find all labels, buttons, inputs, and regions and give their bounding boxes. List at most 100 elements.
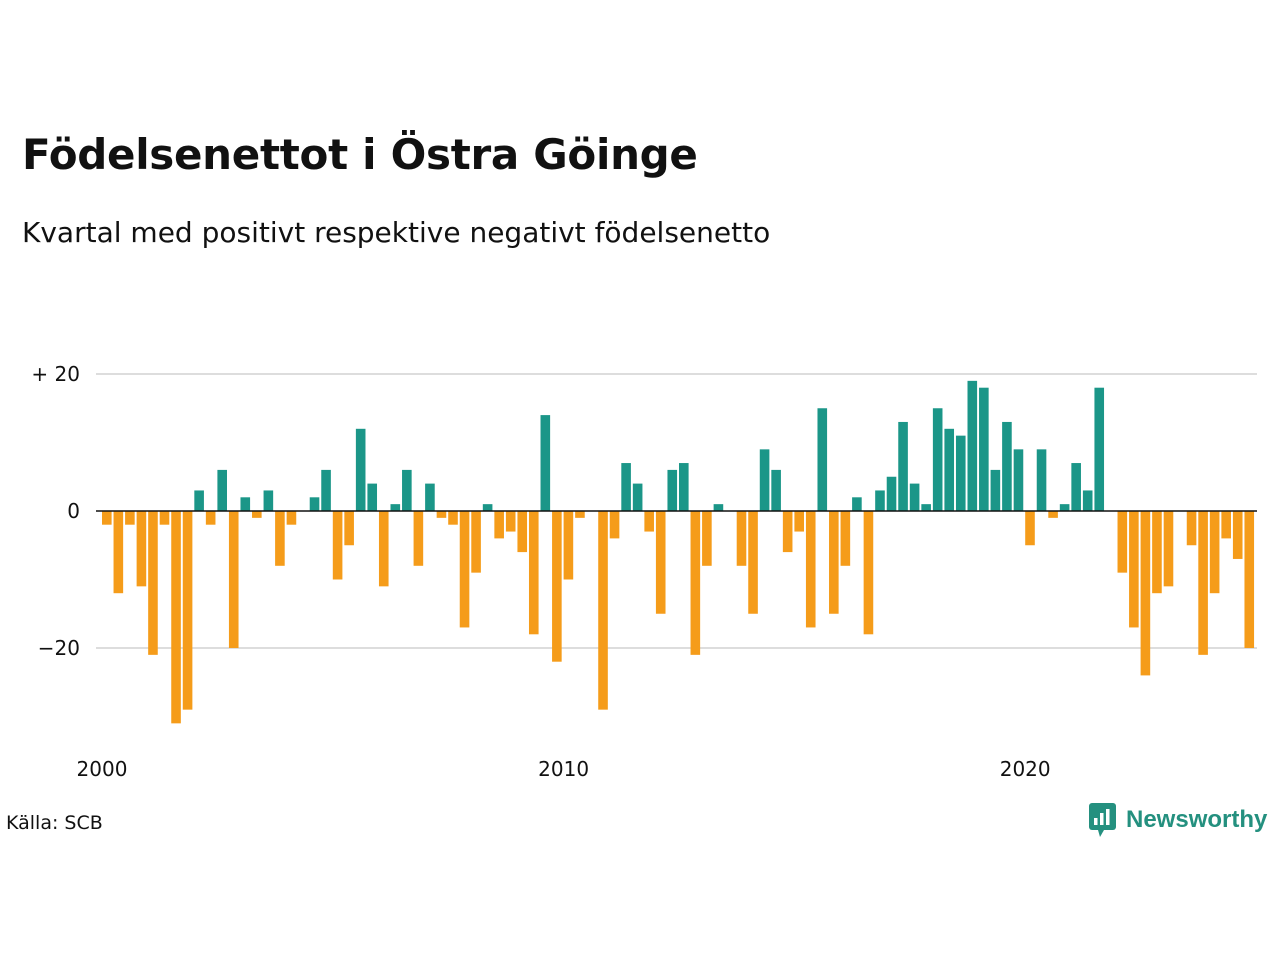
bar-positive bbox=[932, 408, 943, 511]
bar-positive bbox=[886, 476, 897, 511]
bar-positive bbox=[875, 490, 885, 511]
bar-negative bbox=[332, 511, 343, 580]
bar-positive bbox=[979, 387, 989, 511]
bar-positive bbox=[955, 435, 966, 511]
bar-negative bbox=[471, 511, 481, 573]
bar-positive bbox=[425, 483, 435, 511]
bar-negative bbox=[1048, 511, 1058, 518]
bar-positive bbox=[1013, 449, 1024, 511]
bar-positive bbox=[390, 504, 401, 511]
x-tick-label: 2010 bbox=[538, 757, 589, 781]
bar-positive bbox=[482, 504, 493, 511]
x-tick-label: 2020 bbox=[1000, 757, 1051, 781]
bar-negative bbox=[782, 511, 793, 553]
y-tick-label: 0 bbox=[67, 499, 80, 523]
bar-positive bbox=[1082, 490, 1093, 511]
bar-positive bbox=[321, 469, 331, 511]
bar-negative bbox=[1025, 511, 1035, 546]
bar-negative bbox=[148, 511, 158, 655]
bar-positive bbox=[309, 497, 320, 511]
bar-negative bbox=[378, 511, 389, 587]
bar-positive bbox=[621, 463, 631, 511]
bar-negative bbox=[136, 511, 147, 587]
bar-negative bbox=[1209, 511, 1220, 594]
bar-positive bbox=[909, 483, 920, 511]
bar-negative bbox=[655, 511, 666, 614]
bar-positive bbox=[263, 490, 274, 511]
bar-negative bbox=[344, 511, 354, 546]
bar-positive bbox=[402, 469, 412, 511]
bar-negative bbox=[1244, 511, 1255, 648]
bar-negative bbox=[644, 511, 654, 532]
bar-positive bbox=[632, 483, 643, 511]
bar-negative bbox=[609, 511, 620, 539]
source-note: Källa: SCB bbox=[6, 812, 103, 834]
bar-negative bbox=[1140, 511, 1151, 676]
newsworthy-logo-icon bbox=[1089, 803, 1116, 837]
newsworthy-logo-text: Newsworthy bbox=[1126, 806, 1268, 833]
bar-positive bbox=[713, 504, 724, 511]
bar-negative bbox=[171, 511, 181, 724]
bar-positive bbox=[240, 497, 251, 511]
bar-positive bbox=[967, 380, 978, 511]
bar-positive bbox=[1002, 421, 1012, 511]
bar-negative bbox=[436, 511, 447, 518]
bar-negative bbox=[840, 511, 851, 566]
bar-negative bbox=[1186, 511, 1197, 546]
bar-positive bbox=[944, 428, 955, 511]
bar-negative bbox=[1221, 511, 1231, 539]
bar-positive bbox=[355, 428, 366, 511]
bar-positive bbox=[898, 421, 908, 511]
bar-negative bbox=[794, 511, 804, 532]
bar-negative bbox=[863, 511, 874, 635]
y-tick-label: −20 bbox=[38, 636, 80, 660]
bar-negative bbox=[448, 511, 458, 525]
bar-negative bbox=[829, 511, 839, 614]
x-tick-label: 2000 bbox=[77, 757, 128, 781]
bar-negative bbox=[575, 511, 585, 518]
bar-negative bbox=[598, 511, 608, 710]
bar-negative bbox=[286, 511, 297, 525]
bar-positive bbox=[817, 408, 828, 511]
bar-negative bbox=[205, 511, 216, 525]
bar-positive bbox=[771, 469, 781, 511]
bar-positive bbox=[1036, 449, 1047, 511]
bar-negative bbox=[528, 511, 539, 635]
bar-negative bbox=[736, 511, 747, 566]
bar-negative bbox=[505, 511, 516, 532]
bar-negative bbox=[159, 511, 170, 525]
chart-title: Födelsenettot i Östra Göinge bbox=[22, 130, 698, 179]
newsworthy-logo: Newsworthy bbox=[1088, 802, 1267, 838]
bar-negative bbox=[228, 511, 239, 648]
bar-negative bbox=[494, 511, 504, 539]
bar-positive bbox=[1094, 387, 1105, 511]
bar-negative bbox=[182, 511, 193, 710]
bar-negative bbox=[1198, 511, 1208, 655]
bar-negative bbox=[125, 511, 135, 525]
bar-positive bbox=[759, 449, 770, 511]
bar-negative bbox=[113, 511, 124, 594]
bar-positive bbox=[679, 463, 689, 511]
bar-positive bbox=[1071, 463, 1081, 511]
bar-negative bbox=[1129, 511, 1139, 628]
bar-positive bbox=[194, 490, 204, 511]
bar-positive bbox=[852, 497, 862, 511]
bar-negative bbox=[459, 511, 470, 628]
bar-positive bbox=[367, 483, 378, 511]
bar-negative bbox=[252, 511, 262, 518]
bar-negative bbox=[1152, 511, 1162, 594]
bar-negative bbox=[1232, 511, 1243, 559]
bar-negative bbox=[690, 511, 701, 655]
bar-negative bbox=[102, 511, 112, 525]
bar-negative bbox=[1163, 511, 1174, 587]
bar-negative bbox=[517, 511, 528, 553]
bar-negative bbox=[805, 511, 816, 628]
bar-negative bbox=[413, 511, 424, 566]
bar-negative bbox=[275, 511, 285, 566]
chart-subtitle: Kvartal med positivt respektive negativt… bbox=[22, 216, 771, 249]
y-tick-label: + 20 bbox=[31, 362, 80, 386]
bar-negative bbox=[1117, 511, 1128, 573]
bar-positive bbox=[667, 469, 678, 511]
bar-negative bbox=[552, 511, 562, 662]
